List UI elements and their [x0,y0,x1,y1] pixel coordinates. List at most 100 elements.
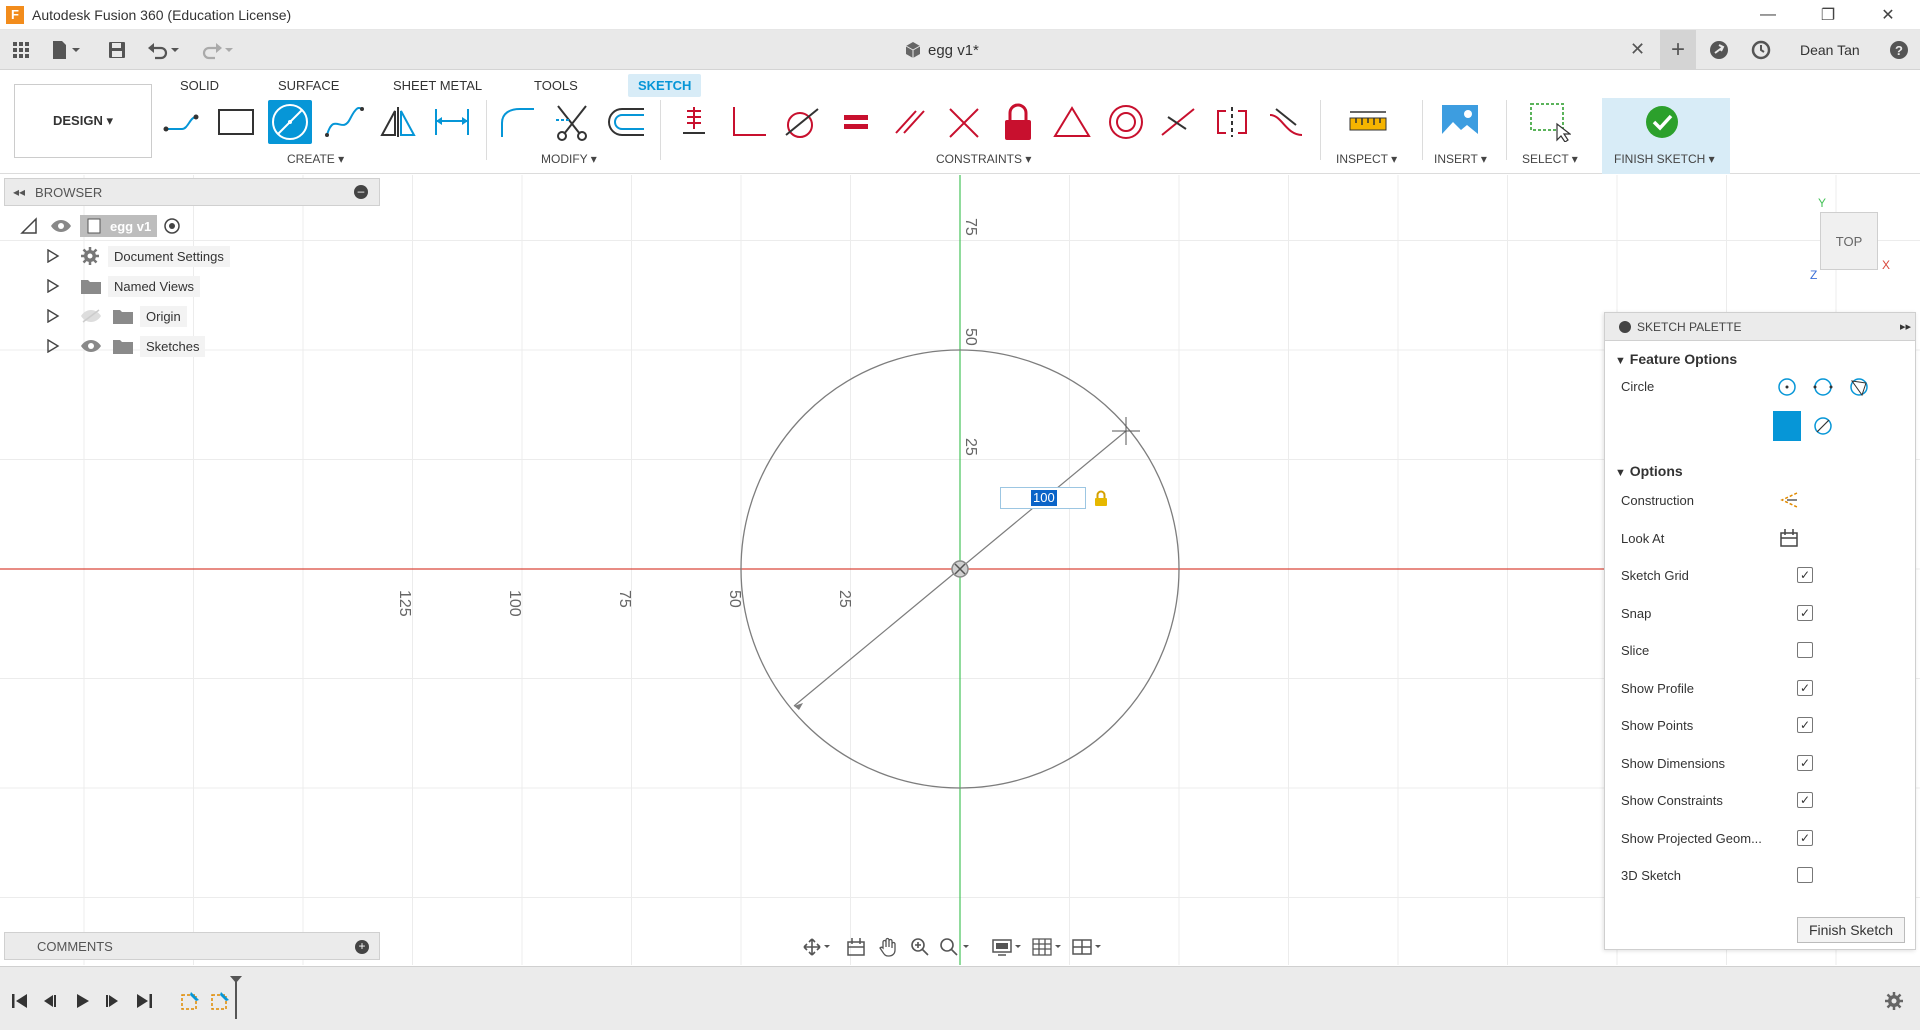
sketch-palette-header[interactable]: SKETCH PALETTE ▸▸ [1605,313,1915,341]
browser-root-row[interactable]: egg v1 [20,212,181,240]
minimize-button[interactable]: — [1760,6,1776,23]
go-to-start-icon[interactable] [8,989,32,1013]
dimension-value-text[interactable]: 100 [1031,490,1057,506]
sketch-circle[interactable] [740,349,1180,789]
curvature-constraint-icon[interactable] [1264,100,1308,144]
display-settings-icon[interactable] [990,934,1026,960]
option-sketch-grid[interactable]: Sketch Grid ✓ [1621,560,1901,590]
browser-minimize-icon[interactable]: – [354,185,368,199]
slice-checkbox[interactable] [1797,642,1813,658]
option-show-constraints[interactable]: Show Constraints ✓ [1621,785,1901,815]
comments-panel[interactable]: COMMENTS + [4,932,380,960]
circle-option-selected-icon[interactable] [1773,411,1801,441]
show-projected-geometry-checkbox[interactable]: ✓ [1797,830,1813,846]
collinear-constraint-icon[interactable] [1156,100,1200,144]
step-back-icon[interactable] [38,989,62,1013]
option-look-at[interactable]: Look At [1621,523,1901,553]
collapse-triangle-icon[interactable] [20,217,38,235]
orbit-icon[interactable] [800,934,834,960]
fit-zoom-icon[interactable] [938,934,974,960]
close-window-button[interactable]: ✕ [1881,7,1895,24]
expand-triangle-icon[interactable] [46,279,60,293]
circle-tool-icon[interactable] [268,100,312,144]
select-window-icon[interactable] [1528,100,1572,144]
workspace-switcher-button[interactable]: DESIGN ▾ [14,84,152,158]
option-show-projected-geometry[interactable]: Show Projected Geom... ✓ [1621,823,1901,853]
tab-sketch[interactable]: SKETCH [628,74,702,97]
expand-triangle-icon[interactable] [46,249,60,263]
expand-triangle-icon[interactable] [46,309,60,323]
finish-sketch-check-icon[interactable] [1640,100,1684,144]
add-comment-icon[interactable]: + [355,940,369,954]
timeline-settings-gear-icon[interactable] [1882,989,1906,1013]
parallel-constraint-icon[interactable] [888,100,932,144]
symmetry-triangle-icon[interactable] [1050,100,1094,144]
measure-ruler-icon[interactable] [1346,100,1390,144]
browser-item-document-settings[interactable]: Document Settings [46,242,230,270]
close-document-icon[interactable]: ✕ [1630,39,1646,59]
three-point-circle-icon[interactable] [1849,377,1869,397]
tab-solid[interactable]: SOLID [180,78,220,93]
3d-sketch-checkbox[interactable] [1797,867,1813,883]
view-cube[interactable]: TOP [1820,212,1878,270]
new-tab-button[interactable]: + [1660,30,1696,70]
option-snap[interactable]: Snap ✓ [1621,598,1901,628]
browser-item-named-views[interactable]: Named Views [46,272,200,300]
activate-radio-icon[interactable] [163,217,181,235]
select-group-label[interactable]: SELECT ▾ [1522,152,1578,166]
visibility-eye-icon[interactable] [50,218,72,234]
file-menu-icon[interactable] [46,38,86,62]
undo-icon[interactable] [144,38,184,62]
show-profile-checkbox[interactable]: ✓ [1797,680,1813,696]
document-title[interactable]: egg v1* [928,42,979,59]
insert-image-icon[interactable] [1438,100,1482,144]
viewports-icon[interactable] [1070,934,1106,960]
tangent-circle-icon[interactable] [1813,416,1833,436]
data-panel-grid-icon[interactable] [8,38,34,62]
create-sketch-icon[interactable] [160,100,204,144]
option-show-points[interactable]: Show Points ✓ [1621,710,1901,740]
expand-triangle-icon[interactable] [46,339,60,353]
tab-sheet-metal[interactable]: SHEET METAL [393,78,483,93]
finish-sketch-group-label[interactable]: FINISH SKETCH ▾ [1614,152,1715,166]
go-to-end-icon[interactable] [132,989,156,1013]
option-show-profile[interactable]: Show Profile ✓ [1621,673,1901,703]
save-icon[interactable] [104,38,130,62]
dimension-value-input[interactable]: 100 [1000,487,1086,509]
perpendicular-constraint-icon[interactable] [726,100,770,144]
timeline-marker[interactable] [230,975,242,1019]
snap-checkbox[interactable]: ✓ [1797,605,1813,621]
sketch-dimension-icon[interactable] [430,100,474,144]
collapse-caret-icon[interactable]: ▼ [1615,355,1626,367]
step-forward-icon[interactable] [100,989,124,1013]
grid-snaps-icon[interactable] [1030,934,1066,960]
mirror-icon[interactable] [376,100,420,144]
timeline-sketch-feature-icon[interactable] [178,989,202,1013]
lock-icon[interactable] [1094,490,1108,506]
rectangle-icon[interactable] [214,100,258,144]
option-3d-sketch[interactable]: 3D Sketch [1621,860,1901,890]
timeline-sketch-feature-icon[interactable] [208,989,232,1013]
help-icon[interactable]: ? [1886,38,1912,62]
finish-sketch-button[interactable]: Finish Sketch [1797,917,1905,943]
palette-minimize-icon[interactable] [1619,320,1631,333]
show-constraints-checkbox[interactable]: ✓ [1797,792,1813,808]
show-dimensions-checkbox[interactable]: ✓ [1797,755,1813,771]
center-diameter-circle-icon[interactable] [1777,377,1797,397]
user-account-name[interactable]: Dean Tan [1800,42,1860,58]
browser-item-sketches[interactable]: Sketches [46,332,206,360]
job-status-icon[interactable] [1748,38,1774,62]
redo-icon[interactable] [196,38,236,62]
look-at-nav-icon[interactable] [842,934,870,960]
coincident-constraint-icon[interactable] [672,100,716,144]
tab-surface[interactable]: SURFACE [278,78,340,93]
create-group-label[interactable]: CREATE ▾ [287,152,345,166]
browser-item-origin[interactable]: Origin [46,302,187,330]
collapse-caret-icon[interactable]: ▼ [1615,467,1626,479]
restore-button[interactable]: ❐ [1820,7,1836,24]
modify-group-label[interactable]: MODIFY ▾ [541,152,597,166]
show-points-checkbox[interactable]: ✓ [1797,717,1813,733]
sketch-grid-checkbox[interactable]: ✓ [1797,567,1813,583]
constraints-group-label[interactable]: CONSTRAINTS ▾ [936,152,1032,166]
expand-palette-icon[interactable]: ▸▸ [1899,321,1911,333]
